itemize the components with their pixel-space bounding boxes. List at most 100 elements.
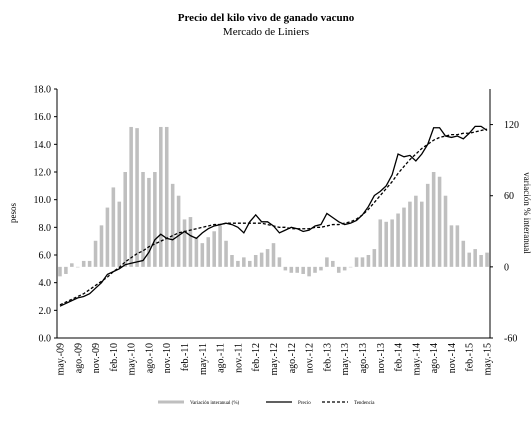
y-tick-label: 4.0	[39, 278, 52, 289]
bar	[218, 225, 222, 267]
y-tick-label: 10.0	[34, 195, 52, 206]
bar	[182, 219, 187, 267]
x-tick-label: nov.-09	[91, 343, 102, 373]
y-tick-label: 8.0	[39, 223, 52, 234]
bar	[331, 260, 335, 267]
bar	[366, 255, 371, 267]
x-tick-label: nov.-11	[233, 343, 244, 373]
bar	[437, 176, 442, 267]
x-tick-label: ago.-14	[429, 343, 440, 373]
bar	[153, 172, 157, 267]
y-axis-label: pesos	[8, 203, 18, 223]
bar	[75, 266, 80, 268]
bar	[111, 187, 116, 267]
x-tick-label: may.-15	[483, 343, 494, 375]
y2-tick-label: 60	[504, 191, 514, 202]
bar	[295, 266, 300, 273]
bar	[176, 195, 181, 267]
x-tick-label: ago.-10	[144, 343, 155, 373]
legend-label: Tendencia	[354, 401, 375, 406]
bar	[170, 183, 175, 267]
bar	[414, 195, 418, 267]
x-tick-label: may.-12	[269, 343, 280, 375]
bar	[253, 255, 258, 267]
bar	[224, 240, 228, 267]
x-tick-label: may.-14	[411, 343, 422, 375]
legend-label: Precio	[298, 401, 311, 406]
bar	[485, 252, 489, 267]
bar	[230, 255, 234, 267]
y2-tick-label: 120	[504, 120, 519, 131]
bar	[402, 207, 406, 267]
bar	[307, 266, 311, 277]
legend-label: Variación interanual (%)	[190, 401, 239, 406]
bar	[194, 237, 199, 267]
bar	[420, 201, 424, 267]
bar	[461, 240, 466, 267]
bar	[354, 257, 359, 267]
bar	[431, 172, 436, 267]
x-tick-label: feb.-15	[465, 343, 476, 372]
x-tick-label: feb.-10	[109, 343, 120, 372]
x-tick-label: feb.-11	[180, 343, 191, 371]
y2-tick-label: -60	[504, 334, 517, 345]
bar	[93, 240, 98, 267]
bar	[247, 260, 252, 267]
bar	[159, 126, 163, 267]
bar	[360, 257, 365, 267]
bar	[473, 249, 477, 267]
x-tick-label: may.-13	[340, 343, 351, 375]
bar	[87, 260, 92, 267]
y-tick-label: 6.0	[39, 251, 52, 262]
chart-title: Precio del kilo vivo de ganado vacuno	[178, 12, 355, 24]
bar	[313, 266, 317, 273]
bar	[147, 177, 151, 267]
x-tick-label: nov.-13	[376, 343, 387, 373]
x-tick-label: feb.-12	[251, 343, 262, 372]
bar	[467, 252, 472, 267]
bar	[123, 172, 127, 267]
bar	[70, 263, 74, 267]
bar	[443, 195, 448, 267]
bar	[425, 183, 430, 267]
y2-axis-label: variación % interanual	[522, 172, 532, 254]
bar	[479, 255, 483, 267]
x-tick-label: nov.-10	[162, 343, 173, 373]
y-tick-label: 16.0	[34, 112, 52, 123]
x-tick-label: ago.-13	[358, 343, 369, 373]
bar	[64, 266, 68, 274]
bar	[236, 260, 240, 267]
bar	[164, 126, 169, 267]
bar	[348, 266, 353, 268]
x-tick-label: nov.-12	[305, 343, 316, 373]
x-tick-label: may.-10	[127, 343, 138, 375]
bar	[117, 201, 122, 267]
x-tick-label: feb.-14	[394, 343, 405, 372]
y-tick-label: 12.0	[34, 168, 52, 179]
chart-subtitle: Mercado de Liniers	[223, 26, 309, 38]
bar	[396, 213, 400, 267]
bar	[325, 257, 329, 267]
bar	[99, 225, 104, 267]
x-tick-label: may.-11	[198, 343, 209, 375]
bar	[455, 225, 460, 267]
y-tick-label: 18.0	[34, 85, 52, 96]
bar	[212, 231, 216, 267]
y-tick-label: 2.0	[39, 306, 52, 317]
bar	[81, 260, 86, 267]
bar	[141, 172, 145, 267]
y-tick-label: 0.0	[39, 334, 52, 345]
x-tick-label: feb.-13	[322, 343, 333, 372]
x-tick-label: ago.-12	[287, 343, 298, 373]
bar	[188, 217, 193, 267]
bar	[449, 225, 454, 267]
bar	[200, 243, 205, 267]
bar	[259, 252, 264, 267]
bar	[105, 207, 110, 267]
line	[59, 128, 488, 306]
bar	[265, 249, 270, 267]
bar	[408, 201, 412, 267]
x-tick-label: may.-09	[55, 343, 66, 375]
bar	[289, 266, 294, 273]
